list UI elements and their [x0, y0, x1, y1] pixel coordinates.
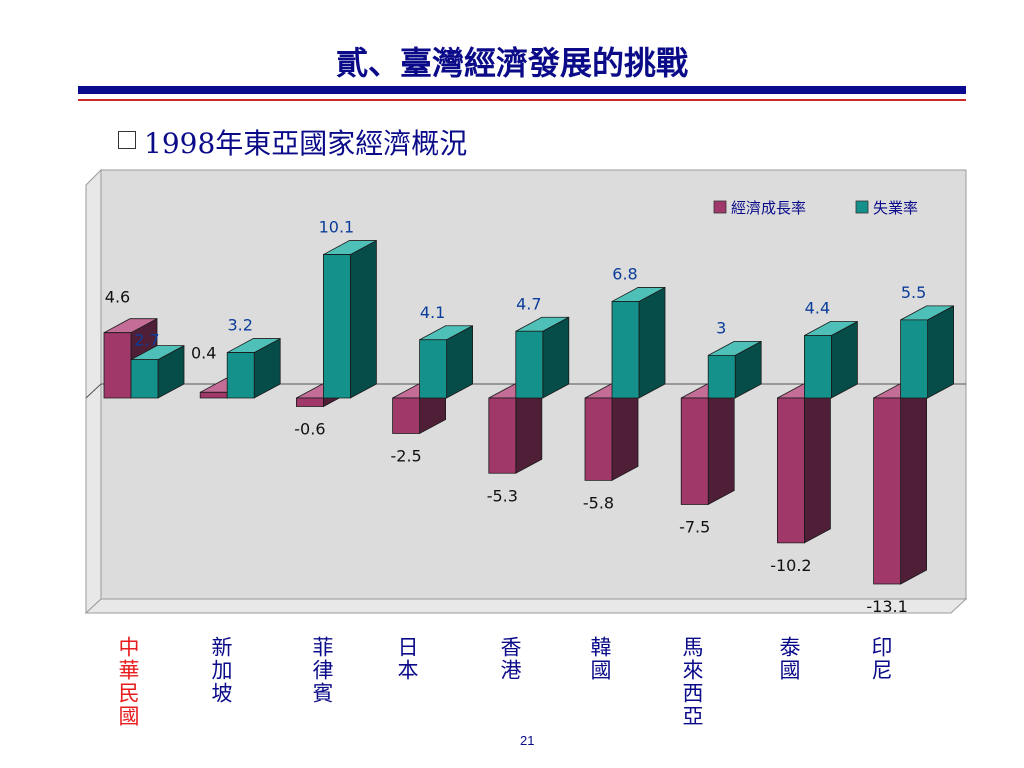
- bar-unemployment: [611, 286, 666, 399]
- bar-unemployment: [130, 344, 185, 399]
- value-label-unemployment: 5.5: [901, 283, 926, 302]
- bar-growth-side: [611, 383, 639, 482]
- value-label-unemployment: 3: [716, 318, 726, 337]
- bar-unemployment-front: [515, 330, 544, 399]
- bar-growth: [584, 383, 639, 482]
- category-label: 菲律賓: [310, 636, 334, 705]
- value-label-unemployment: 4.1: [420, 303, 445, 322]
- bar-unemployment-front: [419, 339, 448, 399]
- title-rule-blue: [78, 86, 966, 94]
- category-label: 泰國: [777, 636, 801, 682]
- subtitle-text: 1998年東亞國家經濟概況: [144, 127, 468, 160]
- value-label-growth: -5.3: [487, 486, 518, 505]
- zero-baseline-left: [85, 383, 102, 399]
- value-label-unemployment: 6.8: [612, 264, 637, 283]
- bar-growth-front: [103, 332, 132, 399]
- bar-growth: [680, 383, 735, 506]
- value-label-growth: -2.5: [390, 447, 421, 466]
- slide-subtitle: 1998年東亞國家經濟概況: [118, 122, 467, 162]
- bullet-box-icon: [118, 131, 136, 149]
- bar-unemployment: [900, 305, 954, 399]
- bar-growth-front: [392, 397, 421, 434]
- value-labels-group: 4.6 2.7 0.4 3.2 -0.6 10.1 -2.5 4.1 -5.3 4.7 -5.8 6.…: [105, 218, 927, 616]
- bar-unemployment-side: [927, 305, 954, 399]
- bar-unemployment-front: [611, 301, 640, 399]
- value-label-growth: -5.8: [583, 493, 614, 512]
- bar-unemployment: [226, 337, 281, 399]
- bar-unemployment-front: [900, 319, 928, 399]
- value-label-unemployment: 4.4: [805, 299, 830, 318]
- page-number: 21: [520, 733, 535, 748]
- bars-group: [85, 239, 966, 585]
- bar-growth: [873, 383, 927, 585]
- bar-growth-side: [900, 383, 927, 585]
- legend-label-growth: 經濟成長率: [731, 199, 806, 217]
- bar-unemployment: [419, 325, 474, 399]
- value-label-growth: -7.5: [679, 518, 710, 537]
- bar-unemployment: [515, 316, 570, 399]
- bar-unemployment-side: [349, 239, 377, 399]
- bar-growth-side: [804, 383, 831, 544]
- value-label-growth: -10.2: [770, 556, 811, 575]
- bar-unemployment-side: [638, 286, 666, 399]
- bar-growth-front: [295, 397, 324, 407]
- value-label-unemployment: 3.2: [227, 316, 252, 335]
- category-label: 韓國: [588, 636, 612, 682]
- bar-unemployment-front: [804, 335, 832, 399]
- bar-growth-front: [584, 397, 613, 481]
- chart-floor: [84, 598, 968, 614]
- value-label-growth: -0.6: [294, 420, 325, 439]
- value-label-unemployment: 4.7: [516, 294, 541, 313]
- legend-swatch-growth: [713, 200, 727, 214]
- bar-growth-front: [777, 397, 805, 544]
- value-label-growth: 4.6: [105, 288, 130, 307]
- value-label-unemployment: 10.1: [319, 218, 355, 237]
- bar-growth: [777, 383, 831, 544]
- value-label-growth: -13.1: [866, 597, 907, 616]
- bar-unemployment-front: [707, 354, 736, 399]
- bar-growth-front: [488, 397, 517, 474]
- bar-unemployment-front: [226, 352, 255, 399]
- category-label: 中華民國: [116, 636, 140, 728]
- slide-title: 貳、臺灣經濟發展的挑戰: [335, 44, 688, 82]
- category-label: 新加坡: [209, 636, 233, 705]
- bar-growth: [488, 383, 543, 474]
- bar-unemployment: [804, 320, 858, 399]
- bar-growth-side: [707, 383, 735, 506]
- legend-label-unemployment: 失業率: [873, 199, 918, 217]
- value-label-growth: 0.4: [191, 343, 216, 362]
- bar-unemployment: [707, 340, 762, 399]
- category-label: 馬來西亞: [680, 636, 704, 728]
- category-label: 日本: [395, 636, 419, 682]
- bar-unemployment-front: [130, 359, 159, 399]
- bar-growth-front: [873, 397, 901, 585]
- bar-unemployment: [322, 239, 377, 399]
- title-rule-red: [78, 99, 966, 101]
- legend-swatch-unemployment: [855, 200, 869, 214]
- category-label: 香港: [498, 636, 522, 682]
- value-label-unemployment: 2.7: [134, 331, 159, 350]
- chart-legend: 經濟成長率 失業率: [713, 199, 918, 217]
- bar-growth-front: [680, 397, 709, 505]
- bar-growth-front: [199, 391, 228, 399]
- bar-unemployment-front: [322, 254, 351, 399]
- category-label: 印尼: [869, 636, 893, 682]
